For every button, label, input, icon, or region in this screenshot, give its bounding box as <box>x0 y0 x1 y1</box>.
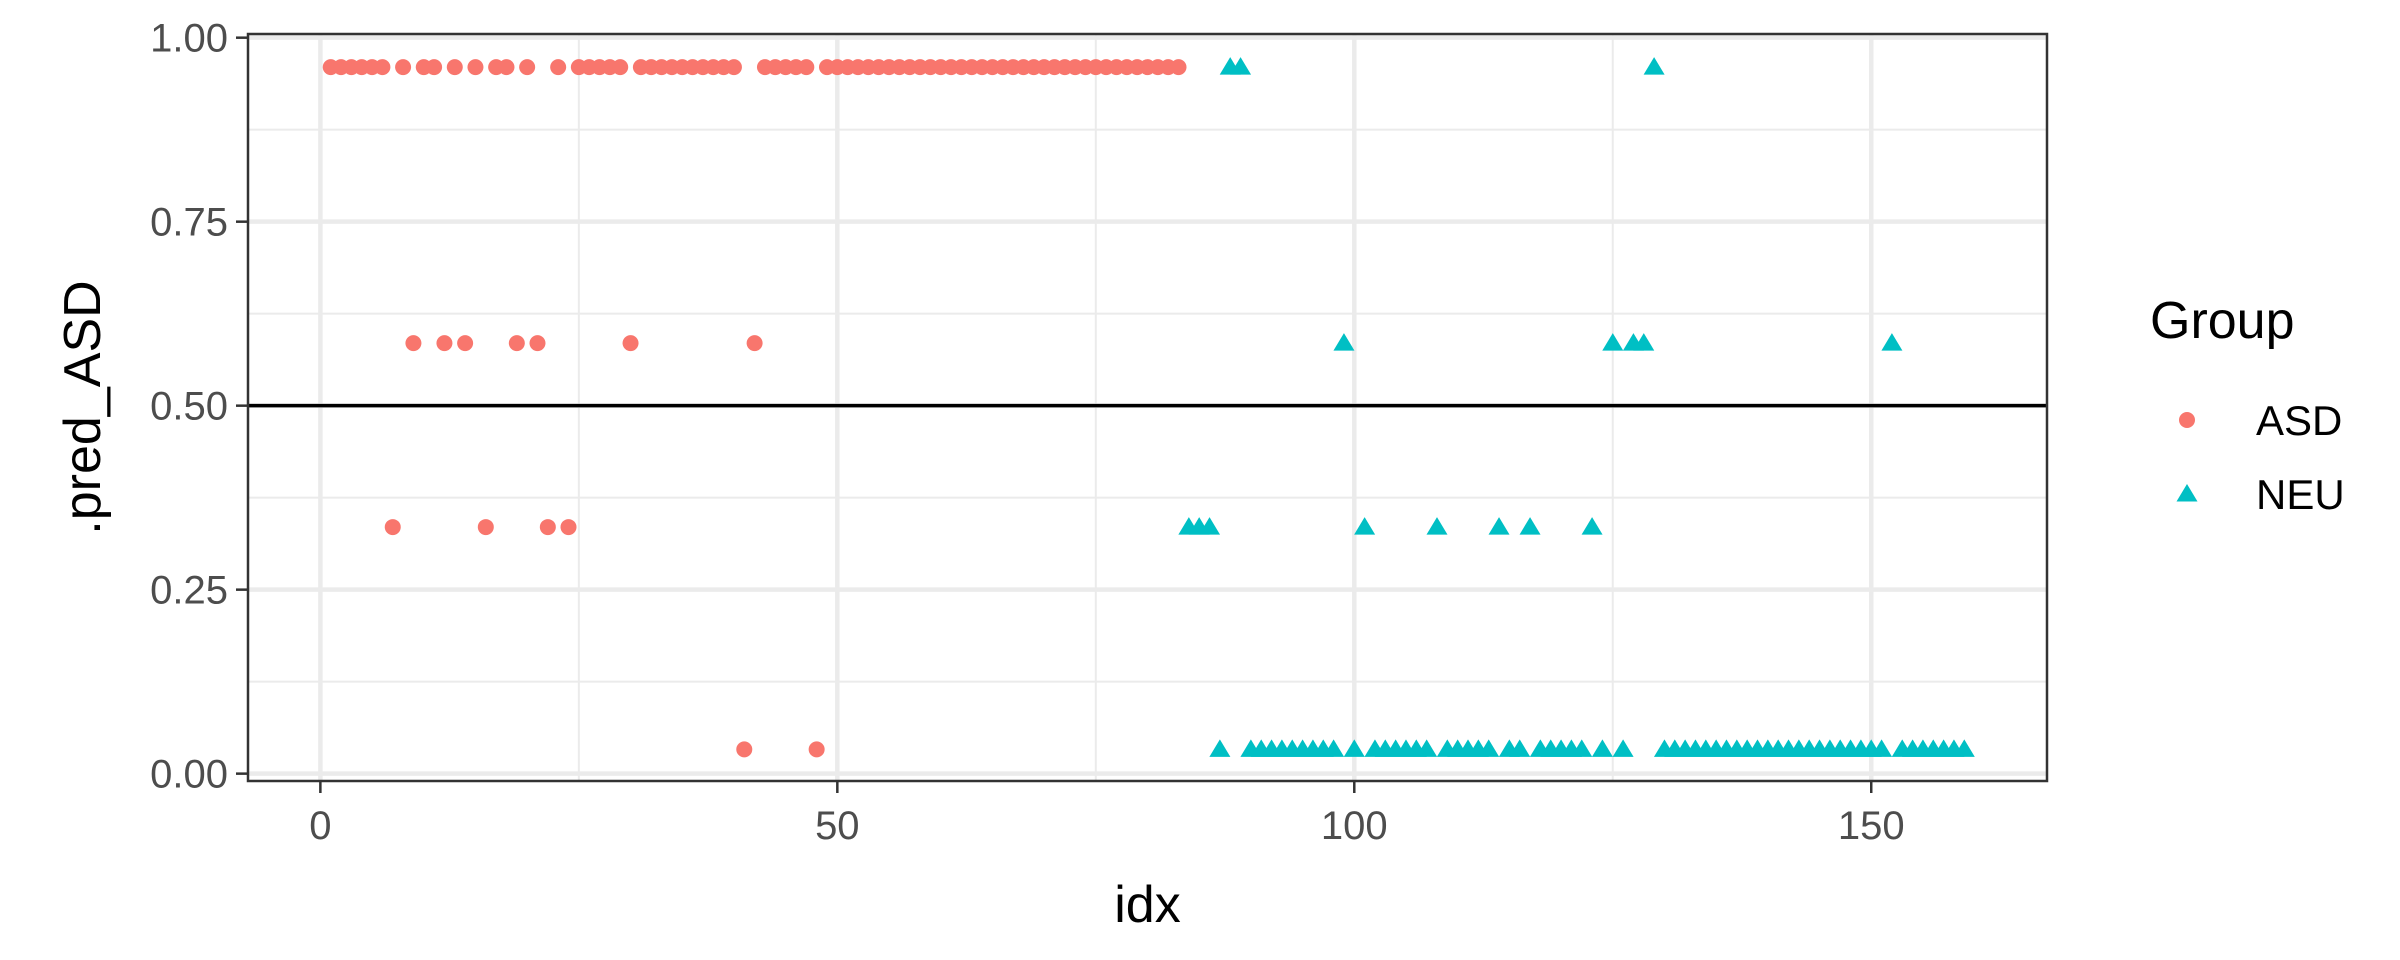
x-axis: 0 50 100 150 <box>309 781 1905 848</box>
legend-label-neu: NEU <box>2256 471 2345 518</box>
y-tick-label: 0.00 <box>150 753 228 797</box>
point-asd <box>508 335 525 352</box>
point-neu <box>1591 739 1613 757</box>
legend-title: Group <box>2150 292 2295 350</box>
point-neu <box>1354 517 1376 535</box>
plot-border <box>246 32 2049 783</box>
point-asd <box>1170 59 1187 76</box>
point-asd <box>395 59 412 76</box>
point-neu <box>1571 739 1593 757</box>
point-asd <box>457 335 474 352</box>
point-asd <box>560 519 577 536</box>
legend-items: ASD NEU <box>2176 397 2345 518</box>
y-axis: 0.00 0.25 0.50 0.75 1.00 <box>150 17 248 797</box>
y-tick-label: 1.00 <box>150 17 228 61</box>
point-asd <box>798 59 815 76</box>
x-tick-label: 0 <box>309 804 331 848</box>
point-asd <box>622 335 639 352</box>
point-neu <box>1478 739 1500 757</box>
y-tick-label: 0.25 <box>150 569 228 613</box>
point-neu <box>1509 739 1531 757</box>
y-axis-title: .pred_ASD <box>54 280 112 534</box>
point-neu <box>1323 739 1345 757</box>
legend: Group ASD NEU <box>2150 292 2345 518</box>
x-tick-label: 100 <box>1321 804 1388 848</box>
point-asd <box>746 335 763 352</box>
point-neu <box>1209 739 1231 757</box>
point-neu <box>1343 739 1365 757</box>
point-neu <box>1871 739 1893 757</box>
legend-key-asd <box>2179 412 2195 428</box>
major-gridlines <box>248 34 2047 781</box>
point-neu <box>1953 739 1975 757</box>
point-neu <box>1426 517 1448 535</box>
y-tick-label: 0.75 <box>150 201 228 245</box>
x-tick-label: 50 <box>815 804 860 848</box>
point-neu <box>1881 333 1903 351</box>
point-asd <box>550 59 567 76</box>
point-neu <box>1519 517 1541 535</box>
point-asd <box>467 59 484 76</box>
point-asd <box>436 335 453 352</box>
point-neu <box>1230 57 1252 75</box>
point-asd <box>808 741 825 758</box>
point-neu <box>1199 517 1221 535</box>
point-asd <box>405 335 422 352</box>
point-neu <box>1643 57 1665 75</box>
point-asd <box>539 519 556 536</box>
point-asd <box>736 741 753 758</box>
point-neu <box>1488 517 1510 535</box>
point-asd <box>374 59 391 76</box>
x-tick-label: 150 <box>1838 804 1905 848</box>
point-asd <box>519 59 536 76</box>
y-tick-label: 0.50 <box>150 385 228 429</box>
point-neu <box>1581 517 1603 535</box>
point-asd <box>612 59 629 76</box>
point-asd <box>529 335 546 352</box>
point-neu <box>1416 739 1438 757</box>
data-points <box>322 57 1975 758</box>
point-asd <box>498 59 515 76</box>
point-neu <box>1602 333 1624 351</box>
point-asd <box>426 59 443 76</box>
point-neu <box>1333 333 1355 351</box>
legend-key-neu <box>2176 484 2198 502</box>
point-asd <box>446 59 463 76</box>
point-asd <box>384 519 401 536</box>
legend-label-asd: ASD <box>2256 397 2342 444</box>
x-axis-title: idx <box>1114 876 1180 934</box>
point-neu <box>1633 333 1655 351</box>
point-asd <box>477 519 494 536</box>
point-asd <box>725 59 742 76</box>
point-neu <box>1612 739 1634 757</box>
